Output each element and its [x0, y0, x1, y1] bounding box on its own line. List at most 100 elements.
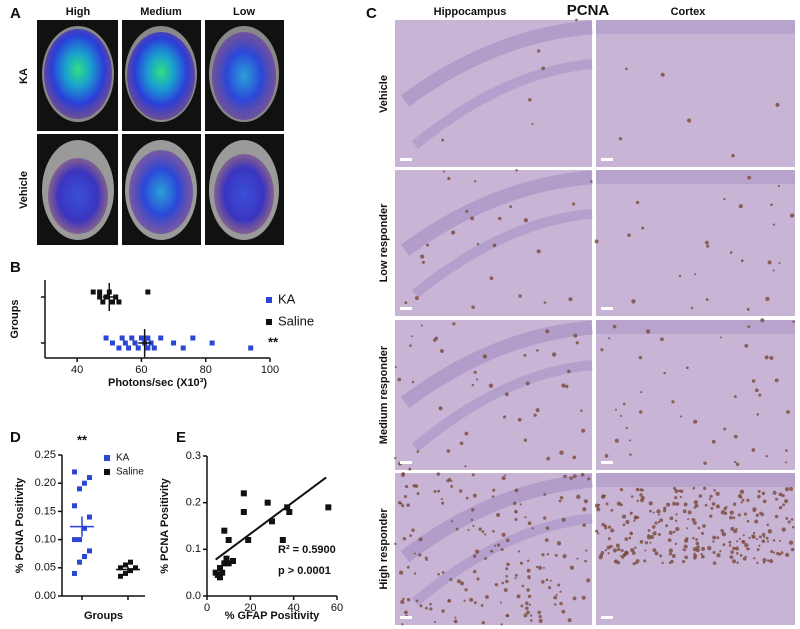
- cell: [473, 180, 477, 183]
- cell: [708, 498, 711, 501]
- cell: [475, 378, 479, 381]
- cell: [526, 610, 530, 615]
- point: [135, 345, 141, 351]
- cell: [622, 402, 626, 406]
- cell: [514, 488, 519, 493]
- point: [225, 537, 232, 543]
- cell: [523, 613, 528, 618]
- point: [72, 537, 77, 543]
- cell: [554, 553, 558, 557]
- cell: [618, 137, 623, 141]
- row-label: High responder: [378, 508, 390, 590]
- column-label: Hippocampus: [434, 6, 507, 18]
- cell: [639, 410, 643, 414]
- cell: [446, 479, 450, 483]
- cell: [559, 590, 562, 593]
- cell: [598, 503, 601, 507]
- cell: [580, 472, 585, 477]
- cell: [586, 578, 591, 583]
- point: [77, 537, 82, 543]
- x-tick-label: 60: [331, 602, 343, 614]
- cell: [447, 599, 452, 603]
- cell: [712, 535, 717, 540]
- cell: [418, 537, 423, 542]
- cell: [584, 559, 587, 563]
- tissue-layer: [411, 208, 593, 298]
- tissue-layer: [400, 20, 593, 107]
- cell: [583, 499, 588, 504]
- cell: [774, 378, 779, 383]
- cell: [429, 602, 432, 606]
- legend-marker: [266, 297, 272, 303]
- cell: [729, 510, 734, 515]
- cell: [734, 460, 737, 464]
- cell: [732, 516, 736, 520]
- cell: [601, 522, 605, 527]
- cell: [403, 494, 408, 499]
- scale-bar: [601, 616, 613, 619]
- cell: [622, 554, 626, 557]
- cell: [472, 554, 477, 558]
- panel-label: E: [176, 429, 186, 446]
- point: [110, 340, 115, 346]
- cell: [696, 545, 700, 549]
- cell: [756, 548, 760, 552]
- cell: [523, 218, 529, 223]
- y-tick-label: 0.05: [35, 562, 56, 574]
- cell: [413, 572, 417, 575]
- cell: [739, 489, 745, 495]
- point: [123, 562, 128, 568]
- cell: [703, 486, 707, 491]
- signal: [212, 32, 276, 120]
- point: [82, 480, 87, 486]
- signal: [127, 32, 195, 120]
- y-tick-label: 0.2: [186, 497, 201, 509]
- cell: [465, 496, 469, 500]
- cell: [772, 490, 777, 495]
- cell: [625, 67, 628, 71]
- cell: [765, 454, 769, 458]
- cell: [451, 520, 454, 523]
- cell: [429, 607, 433, 611]
- cell: [778, 539, 781, 542]
- cell: [784, 461, 788, 464]
- cell: [543, 493, 547, 496]
- cell: [694, 273, 697, 276]
- y-tick-label: 0.10: [35, 534, 56, 546]
- cell: [528, 603, 531, 606]
- cell: [519, 561, 523, 565]
- cell: [525, 606, 529, 611]
- cell: [744, 555, 747, 559]
- cell: [607, 537, 611, 541]
- point: [129, 335, 135, 341]
- cell: [686, 527, 689, 530]
- cell: [437, 489, 441, 493]
- cell: [612, 548, 618, 553]
- cell: [470, 216, 475, 221]
- cell: [671, 400, 675, 404]
- cell: [488, 383, 494, 388]
- cell: [567, 369, 571, 374]
- point: [158, 335, 164, 341]
- cell: [644, 541, 649, 545]
- cell: [770, 203, 773, 207]
- cell: [499, 601, 502, 604]
- cell: [505, 579, 509, 584]
- row-label: Low responder: [378, 203, 390, 283]
- point: [72, 503, 77, 509]
- cell: [665, 524, 669, 528]
- cell: [706, 244, 710, 248]
- point: [264, 499, 271, 506]
- cell: [416, 450, 420, 453]
- point: [145, 335, 151, 341]
- point: [217, 565, 223, 571]
- cell: [572, 455, 577, 460]
- cell: [582, 523, 586, 528]
- tissue-layer: [411, 513, 593, 607]
- point: [97, 294, 103, 300]
- cell: [659, 518, 664, 523]
- x-tick-label: 40: [288, 602, 300, 614]
- cell: [693, 500, 698, 505]
- cell: [475, 549, 480, 554]
- cell: [679, 489, 684, 493]
